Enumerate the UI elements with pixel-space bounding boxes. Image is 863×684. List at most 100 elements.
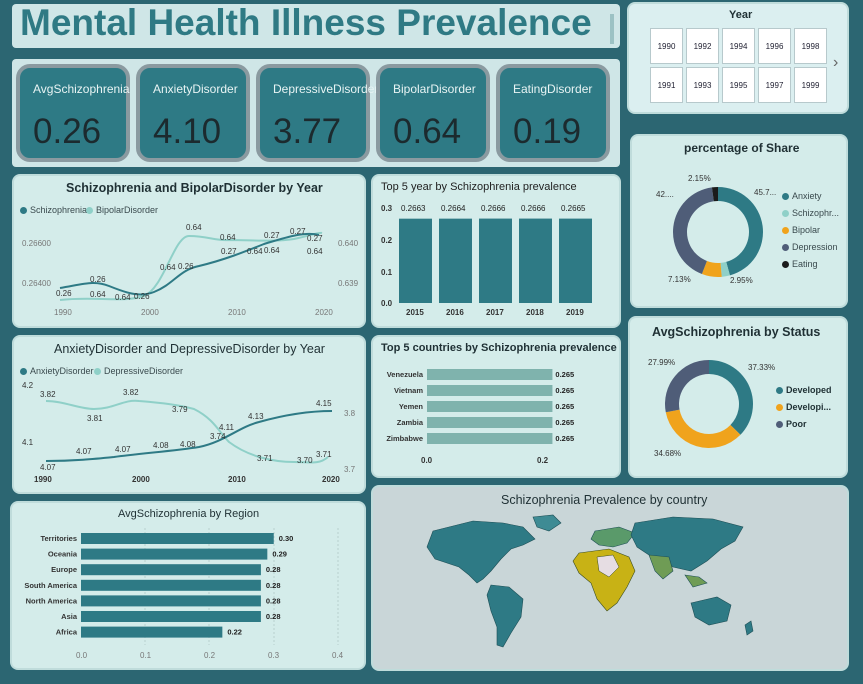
y-tick: 0.26400 xyxy=(22,279,51,288)
kpi-card-anxiety[interactable]: AnxietyDisorder 4.10 xyxy=(136,64,250,162)
anxiety-line xyxy=(45,410,333,462)
world-map[interactable] xyxy=(373,487,847,669)
x-tick: 2000 xyxy=(132,475,150,484)
bar[interactable] xyxy=(427,369,553,380)
data-label: 3.71 xyxy=(257,454,273,463)
category-label: Yemen xyxy=(399,402,424,411)
bar[interactable] xyxy=(81,626,223,638)
year-button[interactable]: 1996 xyxy=(758,28,791,64)
top5-years-panel: Top 5 year by Schizophrenia prevalence 0… xyxy=(373,176,619,326)
bar[interactable] xyxy=(427,401,553,412)
x-tick: 0.4 xyxy=(332,651,344,660)
bar-data-label: 0.265 xyxy=(555,418,574,427)
bar[interactable] xyxy=(427,385,553,396)
bipolar-line xyxy=(59,231,323,301)
schizo-bipolar-title: Schizophrenia and BipolarDisorder by Yea… xyxy=(66,181,323,195)
donut-slice[interactable] xyxy=(673,187,714,275)
asia-shape[interactable] xyxy=(630,516,744,572)
year-button[interactable]: 1993 xyxy=(686,67,719,103)
year-button[interactable]: 1994 xyxy=(722,28,755,64)
year-button[interactable]: 1995 xyxy=(722,67,755,103)
y-tick: 4.1 xyxy=(22,438,34,447)
category-label: Africa xyxy=(56,628,78,637)
donut-slice[interactable] xyxy=(718,187,763,276)
north-america-shape[interactable] xyxy=(426,520,536,584)
year-button[interactable]: 1999 xyxy=(794,67,827,103)
status-donut-chart: 37.33% 34.68% 27.99% xyxy=(648,358,775,458)
bar[interactable] xyxy=(81,595,261,607)
donut-slice[interactable] xyxy=(665,360,709,413)
slice-label: 42.... xyxy=(656,190,674,199)
new-zealand-shape[interactable] xyxy=(744,620,754,636)
anxiety-depressive-panel: AnxietyDisorder and DepressiveDisorder b… xyxy=(14,337,364,492)
australia-shape[interactable] xyxy=(690,596,732,626)
data-label: 3.81 xyxy=(87,414,103,423)
x-tick: 0.1 xyxy=(140,651,152,660)
bar[interactable] xyxy=(559,218,592,303)
x-tick: 2020 xyxy=(322,475,340,484)
bar-data-label: 0.2663 xyxy=(401,204,426,213)
europe-shape[interactable] xyxy=(590,526,636,548)
kpi-card-depressive[interactable]: DepressiveDisorder 3.77 xyxy=(256,64,378,162)
africa-shape[interactable] xyxy=(572,548,636,612)
data-label: 0.64 xyxy=(115,293,131,302)
anxiety-depressive-line-chart: 4.2 4.1 3.8 3.7 1990 2000 2010 2020 3.82… xyxy=(22,381,356,484)
y-tick: 0.1 xyxy=(381,268,393,277)
y-tick: 4.2 xyxy=(22,381,34,390)
x-tick: 0.0 xyxy=(76,651,88,660)
data-label: 0.64 xyxy=(160,263,176,272)
year-button[interactable]: 1998 xyxy=(794,28,827,64)
data-label: 0.26 xyxy=(56,289,72,298)
share-donut-chart: 2.15% 42.... 45.7... 7.13% 2.95% xyxy=(656,174,776,285)
bar[interactable] xyxy=(81,548,268,560)
donut-slice[interactable] xyxy=(720,261,730,277)
data-label: 3.70 xyxy=(297,456,313,465)
year-button[interactable]: 1997 xyxy=(758,67,791,103)
data-label: 3.79 xyxy=(172,405,188,414)
south-asia-shape[interactable] xyxy=(648,554,674,580)
year-button[interactable]: 1990 xyxy=(650,28,683,64)
category-label: Venezuela xyxy=(387,370,424,379)
bar[interactable] xyxy=(81,564,261,576)
data-label: 4.08 xyxy=(153,441,169,450)
bar[interactable] xyxy=(81,579,261,591)
bar[interactable] xyxy=(81,611,261,622)
bar[interactable] xyxy=(427,417,553,428)
southeast-asia-shape[interactable] xyxy=(684,574,708,588)
bar[interactable] xyxy=(519,218,552,303)
bar[interactable] xyxy=(399,218,432,303)
year-button[interactable]: 1992 xyxy=(686,28,719,64)
top5-years-title: Top 5 year by Schizophrenia prevalence xyxy=(381,181,577,193)
bar-data-label: 0.28 xyxy=(266,596,281,605)
top5-countries-title: Top 5 countries by Schizophrenia prevale… xyxy=(381,342,617,354)
bar[interactable] xyxy=(81,533,274,544)
x-tick: 2018 xyxy=(526,308,544,317)
donut-slice[interactable] xyxy=(711,187,718,202)
donut-slice[interactable] xyxy=(709,360,753,435)
kpi-label: AnxietyDisorder xyxy=(153,82,238,96)
year-button[interactable]: 1991 xyxy=(650,67,683,103)
top5-countries-bar-chart: 0.0 0.2 Venezuela 0.265 Vietnam 0.265 Yemen 0… xyxy=(386,369,574,465)
bar[interactable] xyxy=(427,433,553,444)
kpi-card-eating[interactable]: EatingDisorder 0.19 xyxy=(496,64,610,162)
south-america-shape[interactable] xyxy=(486,584,524,648)
kpi-card-bipolar[interactable]: BipolarDisorder 0.64 xyxy=(376,64,490,162)
africa-nodata-shape[interactable] xyxy=(596,554,620,578)
bar-data-label: 0.265 xyxy=(555,434,574,443)
y-tick: 0.2 xyxy=(381,236,393,245)
bar-data-label: 0.28 xyxy=(266,565,281,574)
legend-depression: Depression xyxy=(782,242,838,252)
bar[interactable] xyxy=(479,218,512,303)
data-label: 0.26 xyxy=(90,275,106,284)
top5-countries-panel: Top 5 countries by Schizophrenia prevale… xyxy=(373,337,619,476)
donut-slice[interactable] xyxy=(665,409,741,448)
data-label: 4.07 xyxy=(76,447,92,456)
chevron-right-icon[interactable]: › xyxy=(833,54,839,71)
donut-slice[interactable] xyxy=(701,260,722,277)
greenland-shape[interactable] xyxy=(532,514,562,532)
kpi-card-schizophrenia[interactable]: AvgSchizophrenia 0.26 xyxy=(16,64,130,162)
bar-data-label: 0.22 xyxy=(227,628,242,637)
data-label: 0.26 xyxy=(134,292,150,301)
x-tick: 1990 xyxy=(54,308,72,317)
bar[interactable] xyxy=(439,218,472,303)
